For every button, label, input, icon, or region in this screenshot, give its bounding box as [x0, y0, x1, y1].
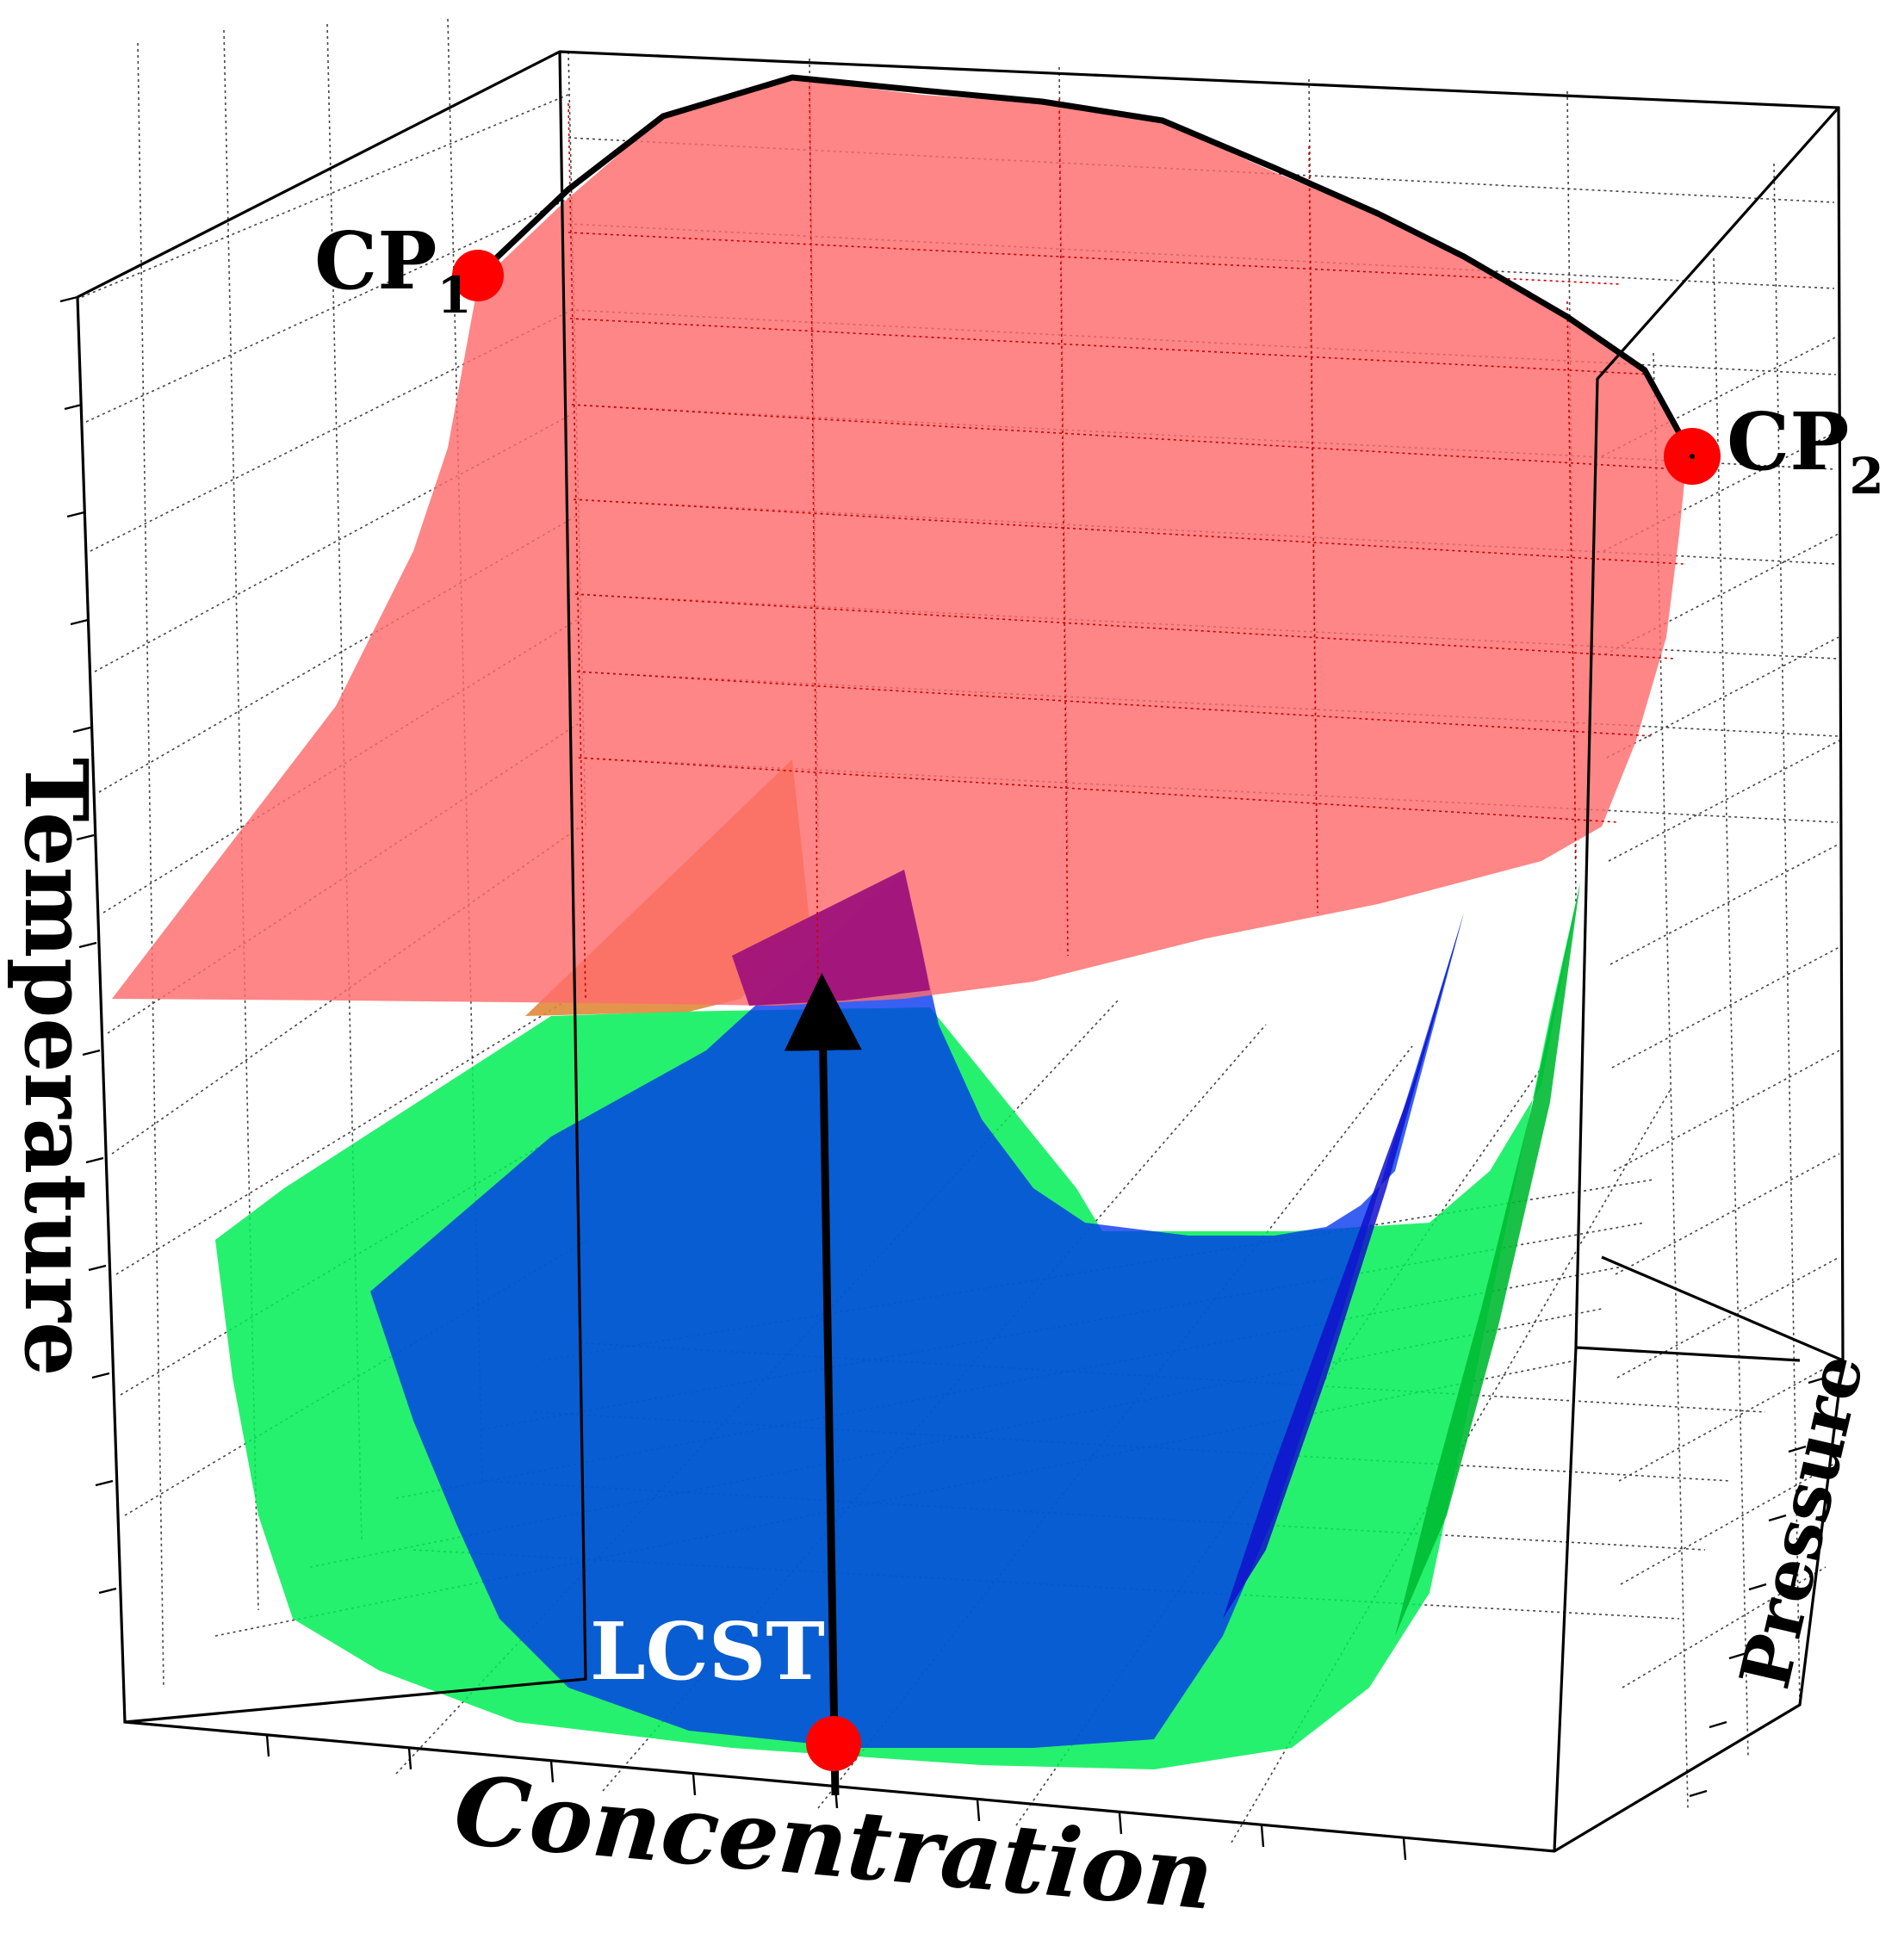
critical-line — [475, 74, 1696, 458]
ucst-surface — [112, 79, 1688, 1006]
pressure-axis-label: Pressure — [1724, 1347, 1879, 1696]
temperature-axis-label: Temperature — [5, 758, 107, 1377]
lcst-marker — [806, 1716, 861, 1771]
purple-intersection — [732, 870, 930, 1006]
cp1-label: CP1 — [314, 214, 472, 325]
cp1-label-base: CP — [314, 214, 437, 307]
lcst-label: LCST — [590, 1605, 825, 1698]
cp2-label: CP2 — [1727, 395, 1884, 505]
cp2-label-sub: 2 — [1849, 447, 1883, 505]
concentration-ticks — [265, 1734, 1407, 1861]
cp2-label-base: CP — [1727, 395, 1849, 488]
blue-surface-edge — [1223, 913, 1464, 1619]
bounding-box — [76, 50, 1845, 1853]
temperature-ticks — [59, 295, 117, 1595]
pressure-ticks — [1689, 1376, 1826, 1798]
cp2-marker-center — [1690, 454, 1695, 459]
ucst-surface-grid — [567, 85, 1684, 1000]
cp1-label-sub: 1 — [437, 266, 471, 325]
blue-surface — [370, 870, 1464, 1748]
cp1-marker — [452, 250, 504, 301]
lcst-arrow — [784, 973, 862, 1796]
